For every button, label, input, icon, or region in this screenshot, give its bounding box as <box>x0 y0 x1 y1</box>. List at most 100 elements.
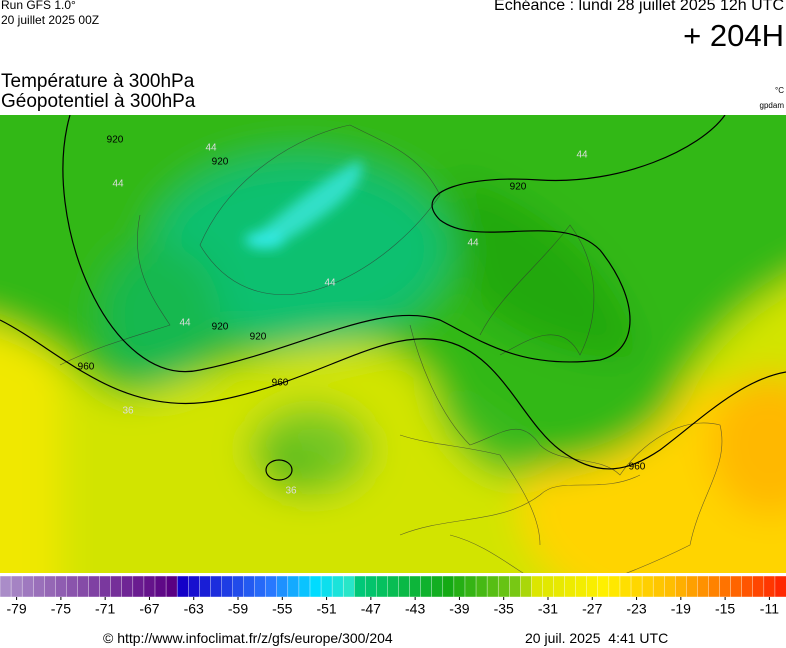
timestamp: 20 juil. 2025 4:41 UTC <box>525 630 669 646</box>
color-step <box>431 575 444 598</box>
color-step <box>210 575 222 598</box>
color-step <box>453 575 466 598</box>
contour-label: 960 <box>629 462 646 473</box>
color-step <box>187 575 200 598</box>
color-step <box>464 575 477 598</box>
contour-label: 920 <box>250 332 267 343</box>
color-step <box>398 575 411 598</box>
contour-label: 36 <box>122 406 134 417</box>
color-step <box>33 575 45 598</box>
contour-label: 36 <box>285 486 297 497</box>
color-step <box>243 575 256 598</box>
tick-label: -59 <box>228 601 248 617</box>
run-date: 20 juillet 2025 00Z <box>1 13 100 27</box>
color-step <box>586 575 599 598</box>
color-step <box>619 575 632 598</box>
color-step <box>55 575 67 598</box>
run-label: Run GFS 1.0° <box>1 0 76 12</box>
color-step <box>741 575 754 598</box>
color-step <box>697 575 710 598</box>
contour-label: 44 <box>112 179 124 190</box>
color-step <box>652 575 665 598</box>
color-step <box>564 575 577 598</box>
contour-label: 920 <box>212 157 229 168</box>
contour-label: 44 <box>205 143 217 154</box>
color-step <box>387 575 400 598</box>
tick-label: -71 <box>95 601 115 617</box>
tick-label: -19 <box>671 601 691 617</box>
color-step <box>520 575 532 598</box>
tick-label: -79 <box>6 601 26 617</box>
tick-label: -63 <box>184 601 204 617</box>
color-step <box>232 575 245 598</box>
color-step <box>309 575 322 598</box>
color-step <box>365 575 377 598</box>
color-step <box>420 575 433 598</box>
color-step <box>77 575 90 598</box>
color-step <box>486 575 499 598</box>
color-step <box>121 575 134 598</box>
color-step <box>442 575 455 598</box>
color-step <box>298 575 311 598</box>
tick-label: -47 <box>361 601 381 617</box>
tick-label: -43 <box>405 601 425 617</box>
color-step <box>575 575 588 598</box>
contour-label: 44 <box>467 238 479 249</box>
color-step <box>686 575 698 598</box>
color-step <box>44 575 56 598</box>
tick-label: -55 <box>272 601 292 617</box>
color-step <box>531 575 543 598</box>
color-step <box>675 575 687 598</box>
contour-label: 44 <box>179 318 191 329</box>
color-step <box>110 575 123 598</box>
color-step <box>475 575 488 598</box>
color-step <box>10 575 23 598</box>
color-step <box>354 575 366 598</box>
color-step <box>630 575 643 598</box>
forecast-time: Echéance : lundi 28 juillet 2025 12h UTC <box>494 0 784 14</box>
tick-label: -31 <box>538 601 558 617</box>
color-step <box>66 575 78 598</box>
contour-label: 960 <box>78 362 95 373</box>
color-step <box>708 575 721 598</box>
color-step <box>265 575 278 598</box>
tick-label: -11 <box>760 601 779 617</box>
color-step <box>99 575 112 598</box>
unit: °C <box>775 86 784 95</box>
color-step <box>409 575 422 598</box>
color-step <box>497 575 510 598</box>
contour-label: 920 <box>107 135 124 146</box>
color-step <box>342 575 355 598</box>
tick-label: -15 <box>715 601 735 617</box>
color-step <box>0 575 12 598</box>
color-legend: -79 -75 -71 -67 -63 -59 -55 -51 -47 -43 -39 -35 -31 -… <box>0 575 786 617</box>
color-step <box>276 575 289 598</box>
color-step <box>608 575 621 598</box>
tick-label: -51 <box>316 601 336 617</box>
contour-label: 920 <box>510 182 527 193</box>
contour-label: 44 <box>324 278 336 289</box>
color-step <box>730 575 743 598</box>
map: 920 920 920 920 920 960 960 960 44 44 44 44 44 44 36 36 <box>0 115 786 573</box>
color-step <box>165 575 178 598</box>
color-step <box>176 575 189 598</box>
unit: gpdam <box>759 101 784 110</box>
contour-label: 44 <box>576 150 588 161</box>
color-step <box>331 575 344 598</box>
tick-label: -35 <box>494 601 514 617</box>
contour-label: 920 <box>212 322 229 333</box>
tick-label: -75 <box>51 601 71 617</box>
tick-label: -67 <box>139 601 159 617</box>
color-step <box>88 575 101 598</box>
color-step <box>763 575 776 598</box>
contour-label: 960 <box>272 378 289 389</box>
color-step <box>597 575 610 598</box>
color-step <box>553 575 566 598</box>
color-step <box>320 575 333 598</box>
color-step <box>221 575 233 598</box>
color-step <box>376 575 388 598</box>
coastlines <box>59 124 723 573</box>
color-step <box>719 575 732 598</box>
color-step <box>199 575 211 598</box>
title: Température à 300hPa <box>1 71 195 92</box>
